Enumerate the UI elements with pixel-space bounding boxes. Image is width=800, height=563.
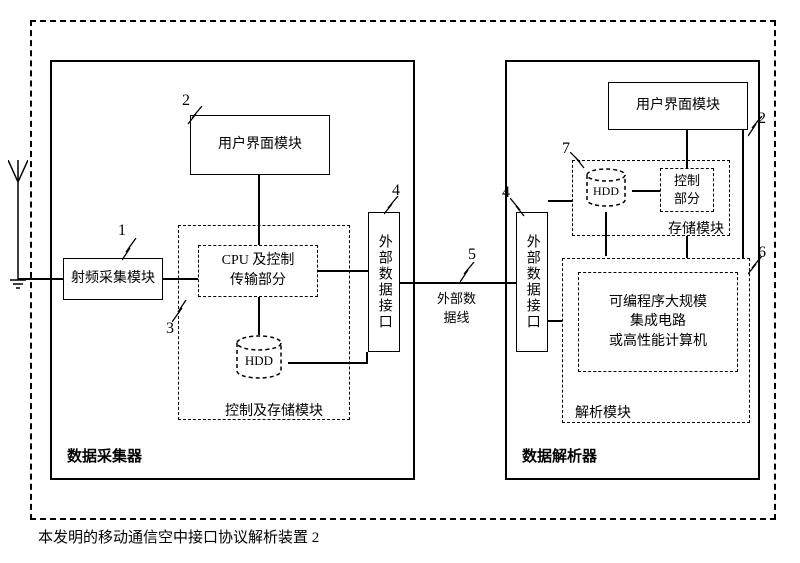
collector-ui-label: 用户界面模块: [218, 135, 302, 155]
line-extif-store: [548, 200, 572, 202]
zigzag-2b: [748, 116, 766, 143]
zigzag-2a: [186, 106, 204, 131]
parser-ui-label: 用户界面模块: [636, 96, 720, 116]
callout-7: 7: [562, 140, 570, 158]
cpu-part: CPU 及控制 传输部分: [198, 245, 318, 297]
parser-ext-if-label: 外部数据接口: [522, 234, 542, 330]
line-hdd-extif-h: [288, 362, 368, 364]
parser-title: 数据解析器: [522, 445, 597, 466]
line-parser-ui-parse: [742, 130, 744, 258]
cable-label: 外部数 据线: [437, 288, 476, 326]
collector-ext-if: 外部数据接口: [368, 212, 400, 352]
line-rf-cpu: [163, 278, 198, 280]
zigzag-1: [122, 238, 140, 267]
ctrl-store-label: 控制及存储模块: [225, 400, 323, 420]
collector-hdd-icon: HDD: [230, 335, 288, 383]
antenna-icon: [8, 160, 52, 290]
zigzag-4a: [384, 196, 402, 221]
line-store-parse-v: [605, 212, 607, 256]
line-store-parse2: [686, 236, 688, 258]
collector-ext-if-label: 外部数据接口: [374, 234, 394, 330]
collector-title: 数据采集器: [67, 445, 142, 466]
line-parser-hdd-ctrl: [632, 190, 660, 192]
rf-module-label: 射频采集模块: [71, 269, 155, 289]
line-extif-parse: [548, 320, 562, 322]
line-hdd-extif-v: [366, 352, 368, 364]
parse-module-label: 解析模块: [575, 402, 631, 422]
zigzag-6: [748, 256, 766, 281]
svg-text:HDD: HDD: [593, 184, 619, 198]
outer-caption: 本发明的移动通信空中接口协议解析装置 2: [38, 526, 319, 547]
line-parser-ui-ctrl: [686, 130, 688, 168]
zigzag-7: [570, 152, 588, 175]
rf-module: 射频采集模块: [63, 258, 163, 300]
parser-ext-if: 外部数据接口: [516, 212, 548, 352]
zigzag-4b: [510, 198, 528, 223]
parse-core-label: 可编程序大规模 集成电路 或高性能计算机: [609, 293, 707, 352]
parser-ctrl-part: 控制 部分: [660, 168, 714, 212]
line-cpu-hdd: [258, 297, 260, 335]
external-cable: [400, 282, 516, 284]
parser-store-label: 存储模块: [668, 218, 724, 238]
parser-ctrl-label: 控制 部分: [674, 172, 700, 208]
line-ui-cpu: [258, 175, 260, 245]
zigzag-5: [460, 262, 478, 289]
line-cpu-extif: [318, 270, 368, 272]
zigzag-3: [172, 300, 190, 329]
svg-text:HDD: HDD: [245, 353, 273, 368]
collector-ui-module: 用户界面模块: [190, 115, 330, 175]
parser-ui-module: 用户界面模块: [608, 82, 748, 130]
callout-4b: 4: [502, 184, 510, 202]
cpu-part-label: CPU 及控制 传输部分: [222, 251, 295, 290]
parse-core: 可编程序大规模 集成电路 或高性能计算机: [578, 272, 738, 372]
